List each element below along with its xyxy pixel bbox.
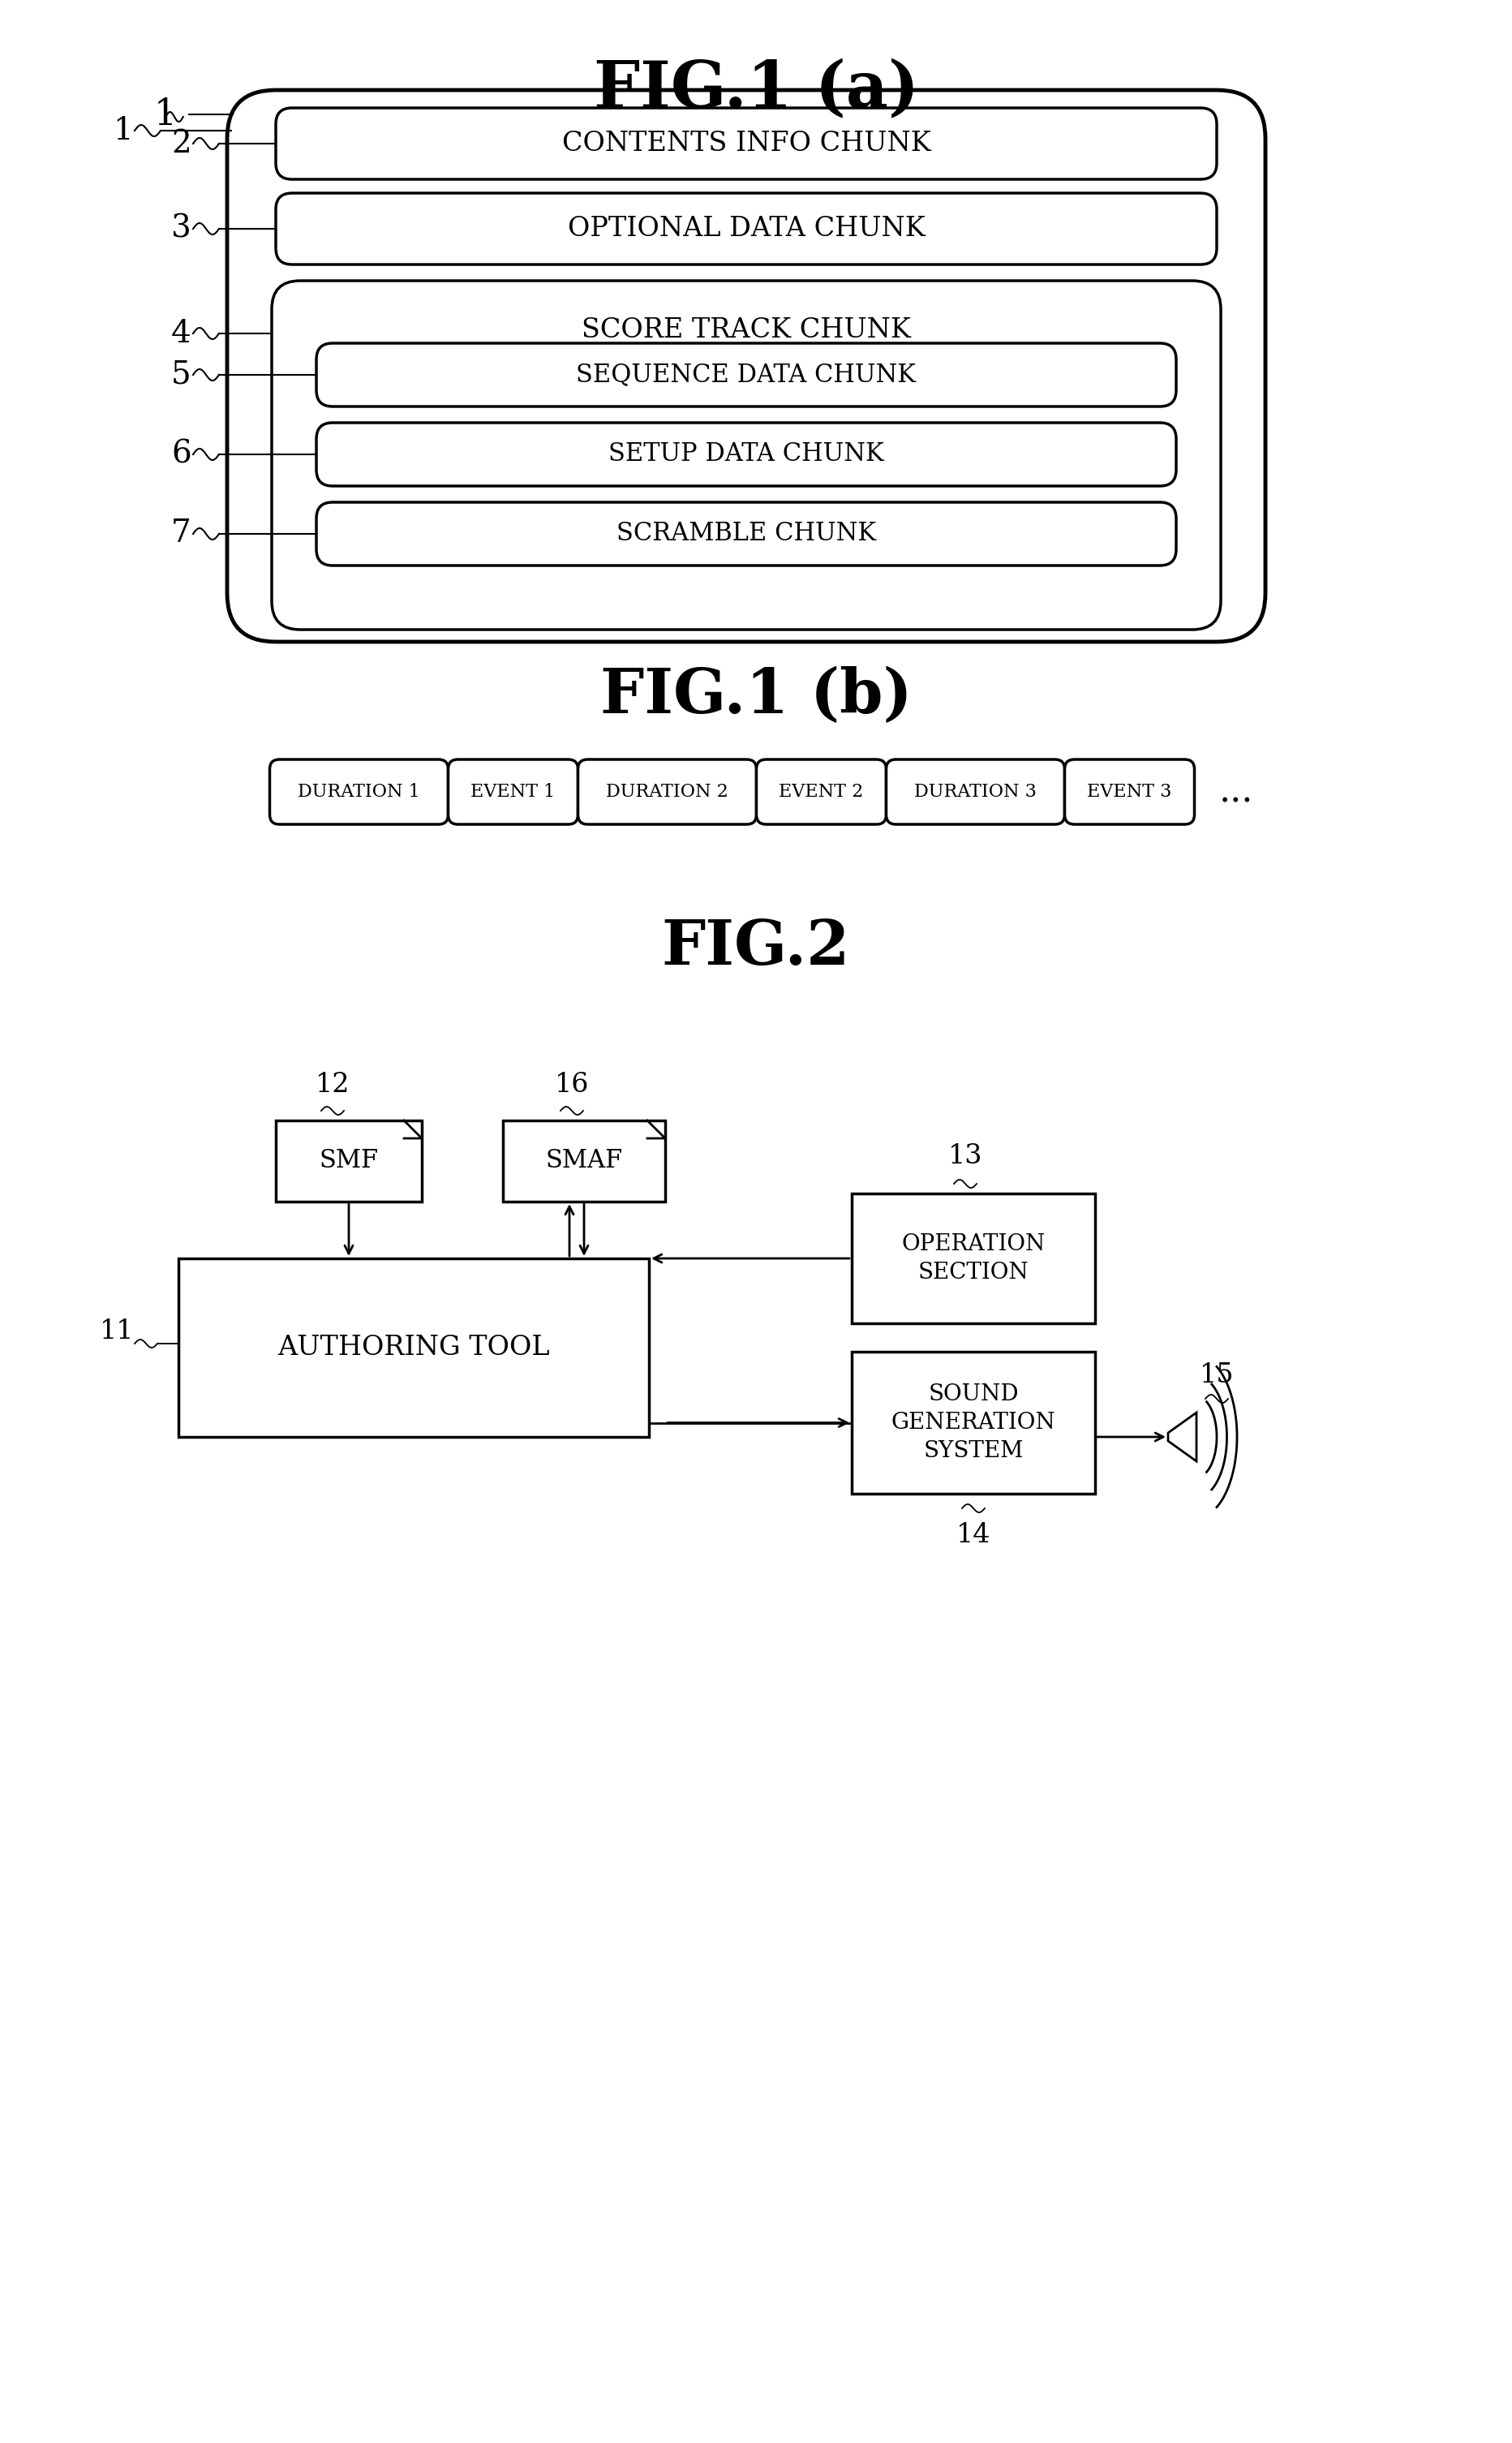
FancyBboxPatch shape bbox=[178, 1258, 649, 1436]
Text: CONTENTS INFO CHUNK: CONTENTS INFO CHUNK bbox=[561, 129, 930, 156]
Text: 12: 12 bbox=[314, 1072, 349, 1097]
FancyBboxPatch shape bbox=[316, 503, 1175, 564]
FancyBboxPatch shape bbox=[275, 193, 1216, 264]
FancyBboxPatch shape bbox=[316, 342, 1175, 406]
Text: 2: 2 bbox=[171, 129, 192, 159]
Text: DURATION 1: DURATION 1 bbox=[298, 782, 420, 801]
Text: EVENT 2: EVENT 2 bbox=[779, 782, 863, 801]
Text: 1: 1 bbox=[113, 115, 133, 147]
Text: 4: 4 bbox=[171, 318, 192, 349]
Text: EVENT 1: EVENT 1 bbox=[470, 782, 555, 801]
Text: 13: 13 bbox=[948, 1143, 981, 1170]
Text: OPTIONAL DATA CHUNK: OPTIONAL DATA CHUNK bbox=[567, 215, 924, 242]
Text: DURATION 2: DURATION 2 bbox=[606, 782, 727, 801]
FancyBboxPatch shape bbox=[502, 1121, 665, 1202]
FancyBboxPatch shape bbox=[316, 423, 1175, 486]
FancyBboxPatch shape bbox=[448, 760, 578, 823]
FancyBboxPatch shape bbox=[851, 1351, 1095, 1493]
FancyBboxPatch shape bbox=[578, 760, 756, 823]
FancyBboxPatch shape bbox=[756, 760, 886, 823]
FancyBboxPatch shape bbox=[272, 281, 1220, 630]
Text: SMF: SMF bbox=[319, 1148, 378, 1173]
Text: OPERATION
SECTION: OPERATION SECTION bbox=[901, 1234, 1045, 1283]
Text: SCORE TRACK CHUNK: SCORE TRACK CHUNK bbox=[581, 318, 910, 342]
Text: 11: 11 bbox=[100, 1319, 133, 1344]
Text: SETUP DATA CHUNK: SETUP DATA CHUNK bbox=[608, 442, 883, 467]
Text: EVENT 3: EVENT 3 bbox=[1087, 782, 1172, 801]
Text: 6: 6 bbox=[171, 440, 192, 469]
Text: 16: 16 bbox=[555, 1072, 588, 1097]
FancyBboxPatch shape bbox=[275, 1121, 422, 1202]
FancyBboxPatch shape bbox=[886, 760, 1064, 823]
Text: SMAF: SMAF bbox=[546, 1148, 623, 1173]
Text: SCRAMBLE CHUNK: SCRAMBLE CHUNK bbox=[615, 520, 875, 547]
Text: 3: 3 bbox=[171, 215, 192, 244]
Text: FIG.2: FIG.2 bbox=[661, 919, 850, 977]
Text: 1: 1 bbox=[154, 98, 177, 132]
FancyBboxPatch shape bbox=[851, 1195, 1095, 1324]
FancyBboxPatch shape bbox=[227, 90, 1264, 643]
Text: 14: 14 bbox=[956, 1522, 990, 1549]
Text: DURATION 3: DURATION 3 bbox=[913, 782, 1036, 801]
Polygon shape bbox=[1167, 1412, 1196, 1461]
Text: AUTHORING TOOL: AUTHORING TOOL bbox=[278, 1334, 549, 1361]
Text: ...: ... bbox=[1219, 774, 1252, 809]
FancyBboxPatch shape bbox=[1064, 760, 1194, 823]
Text: FIG.1 (a): FIG.1 (a) bbox=[593, 59, 918, 120]
FancyBboxPatch shape bbox=[269, 760, 448, 823]
Text: SOUND
GENERATION
SYSTEM: SOUND GENERATION SYSTEM bbox=[891, 1383, 1055, 1463]
Text: 15: 15 bbox=[1199, 1363, 1234, 1388]
Text: SEQUENCE DATA CHUNK: SEQUENCE DATA CHUNK bbox=[576, 362, 916, 388]
FancyBboxPatch shape bbox=[275, 107, 1216, 178]
Text: 5: 5 bbox=[171, 359, 192, 391]
Text: 7: 7 bbox=[171, 518, 192, 550]
Text: FIG.1 (b): FIG.1 (b) bbox=[600, 667, 912, 726]
